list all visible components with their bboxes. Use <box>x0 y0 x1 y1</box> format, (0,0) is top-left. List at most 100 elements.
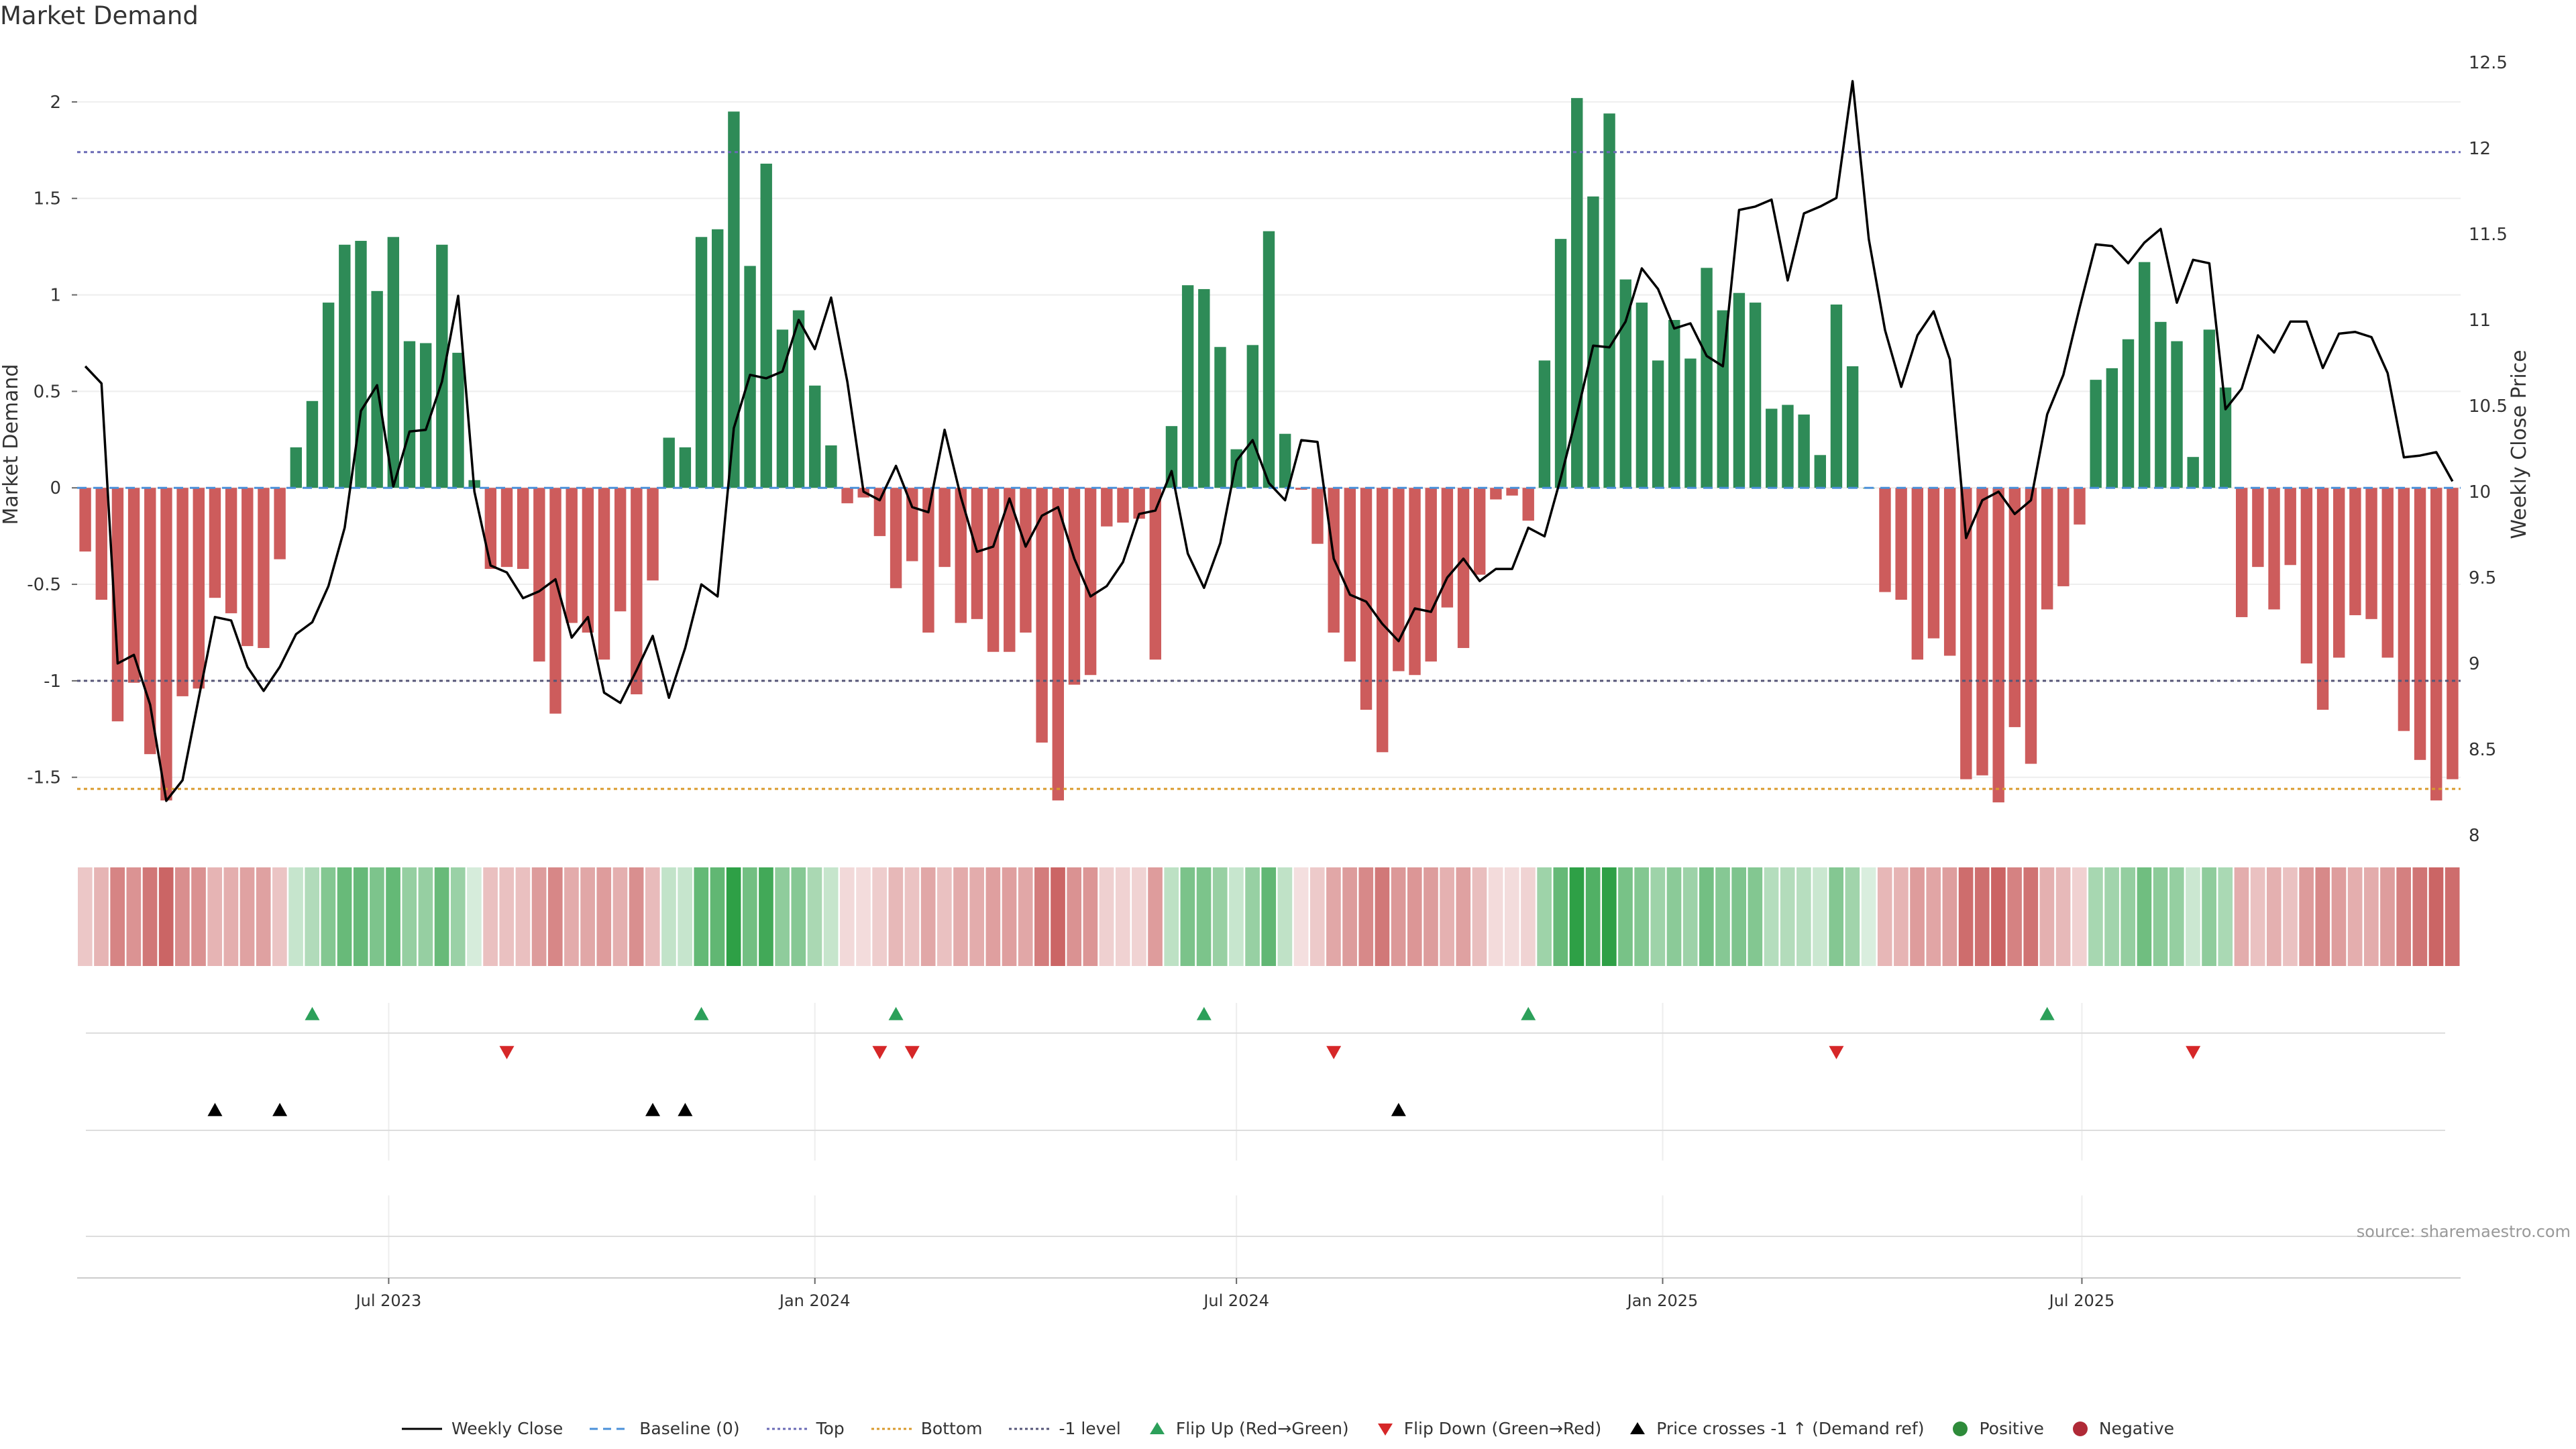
demand-bar <box>290 447 302 488</box>
demand-bar <box>2138 262 2151 488</box>
legend-label: Price crosses -1 ↑ (Demand ref) <box>1656 1419 1925 1438</box>
heat-cell <box>256 867 271 966</box>
triangle-down-icon <box>1377 1423 1393 1436</box>
demand-bar <box>79 488 91 552</box>
heat-cell <box>547 867 563 966</box>
demand-bar <box>1782 405 1794 488</box>
heat-cell <box>823 867 839 966</box>
heat-cell <box>499 867 515 966</box>
heat-cell <box>1472 867 1487 966</box>
demand-bar <box>938 488 951 568</box>
heat-cell <box>2186 867 2200 966</box>
right-tick-label: 12.5 <box>2469 53 2508 73</box>
demand-bars <box>79 98 2459 803</box>
right-tick-label: 8.5 <box>2469 740 2496 760</box>
legend-item-flip-down: Flip Down (Green→Red) <box>1376 1419 1601 1438</box>
x-tick-label: Jul 2023 <box>355 1291 422 1310</box>
demand-bar <box>2025 488 2037 764</box>
cross-marker <box>272 1103 288 1116</box>
demand-bar <box>1036 488 1048 743</box>
demand-bar <box>1927 488 1940 639</box>
demand-bar <box>1311 488 1324 544</box>
heat-cell <box>1764 867 1779 966</box>
demand-bar <box>1052 488 1064 801</box>
heat-cell <box>434 867 449 966</box>
heat-cell <box>2283 867 2298 966</box>
heat-cell <box>1277 867 1293 966</box>
heat-cell <box>612 867 628 966</box>
demand-bar <box>922 488 934 633</box>
heat-cell <box>1309 867 1325 966</box>
legend: Weekly Close Baseline (0) Top Bottom -1 … <box>0 1419 2576 1438</box>
demand-bar <box>2349 488 2361 616</box>
left-tick-label: 1 <box>50 286 61 306</box>
heat-cell <box>661 867 676 966</box>
demand-bar <box>1522 488 1534 521</box>
demand-bar <box>2430 488 2443 801</box>
demand-bar <box>452 352 464 488</box>
left-tick-label: 2 <box>50 93 61 113</box>
right-tick-label: 11 <box>2469 311 2491 331</box>
heat-cell <box>450 867 466 966</box>
demand-bar <box>598 488 610 660</box>
demand-bar <box>1020 488 1032 633</box>
legend-label: Positive <box>1979 1419 2044 1438</box>
heat-cell <box>904 867 920 966</box>
demand-bar <box>436 244 448 488</box>
demand-bar <box>1976 488 1988 775</box>
cross-marker <box>678 1103 693 1116</box>
demand-bar <box>225 488 237 614</box>
demand-bar <box>582 488 594 633</box>
heat-cell <box>1261 867 1277 966</box>
heat-cell <box>223 867 239 966</box>
demand-bar <box>1554 239 1567 488</box>
heat-cell <box>337 867 352 966</box>
heat-cell <box>126 867 142 966</box>
heat-cell <box>645 867 660 966</box>
left-tick-label: -0.5 <box>27 575 61 595</box>
demand-bar <box>1149 488 1162 660</box>
legend-item-minus1: -1 level <box>1009 1419 1121 1438</box>
demand-bar <box>1004 488 1016 652</box>
heat-cell <box>207 867 223 966</box>
cross-marker <box>645 1103 661 1116</box>
demand-bar <box>1409 488 1421 676</box>
demand-heat-strip <box>78 867 2460 966</box>
heat-cell <box>1666 867 1682 966</box>
heat-cell <box>78 867 93 966</box>
demand-bar <box>760 163 772 488</box>
x-tick-label: Jan 2024 <box>778 1291 851 1310</box>
heat-cell <box>1342 867 1357 966</box>
heat-cell <box>580 867 595 966</box>
right-tick-label: 12 <box>2469 139 2491 159</box>
heat-cell <box>775 867 790 966</box>
legend-label: Flip Up (Red→Green) <box>1175 1419 1349 1438</box>
demand-bar <box>1198 288 1210 488</box>
demand-bar <box>2187 457 2199 488</box>
heat-cell <box>1829 867 1844 966</box>
demand-bar <box>1749 303 1762 488</box>
heat-cell <box>1245 867 1260 966</box>
chart-title: Market Demand <box>0 1 199 30</box>
heat-cell <box>288 867 303 966</box>
demand-bar <box>549 488 561 714</box>
heat-cell <box>2380 867 2395 966</box>
demand-bar <box>1717 310 1729 488</box>
heat-cell <box>1861 867 1876 966</box>
heat-cell <box>175 867 190 966</box>
heat-cell <box>1358 867 1374 966</box>
demand-bar <box>1133 488 1145 519</box>
legend-item-positive: Positive <box>1951 1419 2044 1438</box>
axes: -1.5-1-0.500.511.5288.599.51010.51111.51… <box>0 53 2531 846</box>
heat-cell <box>2299 867 2314 966</box>
demand-bar <box>2203 329 2216 488</box>
heat-cell <box>1731 867 1747 966</box>
triangle-up-icon <box>1630 1421 1646 1434</box>
legend-label: -1 level <box>1059 1419 1121 1438</box>
heat-cell <box>1504 867 1519 966</box>
demand-bar <box>2447 488 2459 780</box>
cross-marker <box>1391 1103 1406 1116</box>
event-markers: Jul 2023 Jan 2024 Jul 2024 Jan 2025 Jul 2025 <box>77 1003 2461 1310</box>
demand-bar <box>1474 488 1486 575</box>
demand-bar <box>1846 366 1859 488</box>
